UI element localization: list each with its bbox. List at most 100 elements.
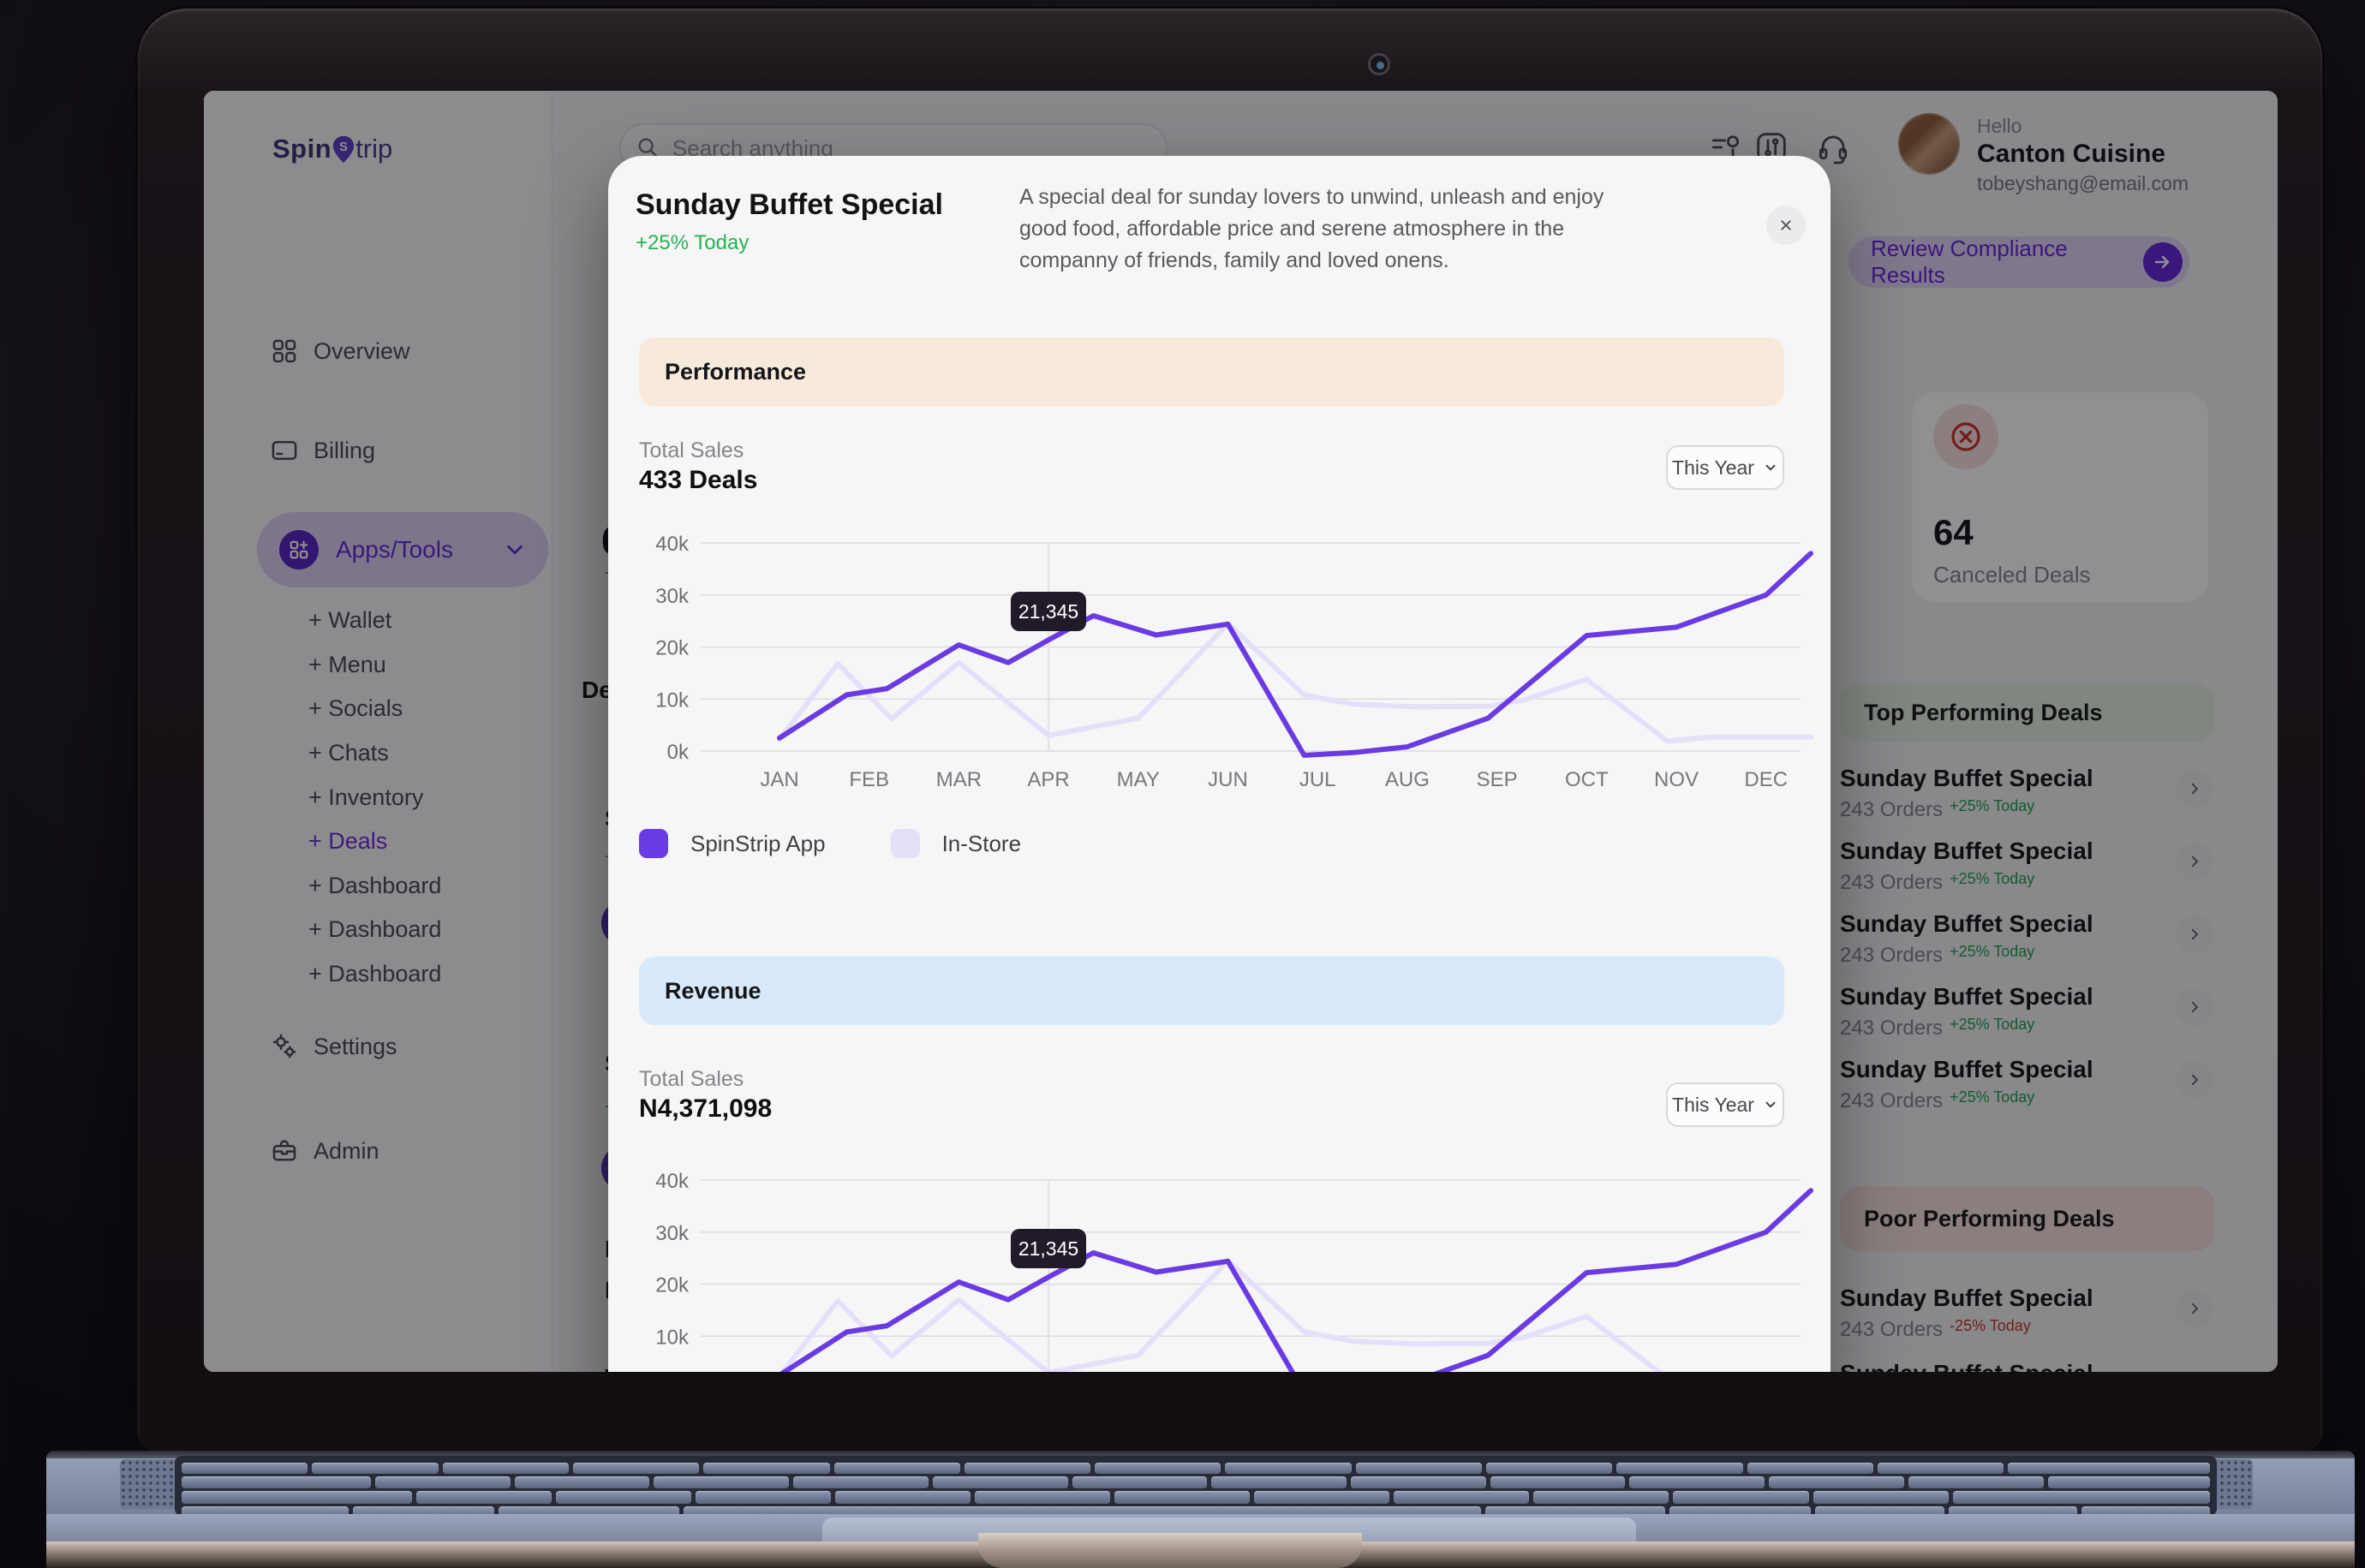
sidebar-subitem-chats-3[interactable]: + Chats: [308, 740, 389, 766]
headphones-icon: [1819, 135, 1848, 164]
keyboard-key: [1225, 1463, 1352, 1474]
keyboard-key: [1254, 1491, 1390, 1504]
sidebar-item-label: Admin: [314, 1137, 379, 1164]
deal-delta: +25% Today: [1950, 1016, 2035, 1033]
deal-row[interactable]: Sunday Buffet Special 243 Orders +25% Toda…: [1840, 903, 2214, 976]
deal-name: Sunday Buffet Special: [1840, 838, 2093, 864]
sidebar-item-apps-tools[interactable]: Apps/Tools: [257, 512, 548, 587]
series-spinstrip-app: [779, 1188, 1813, 1372]
chevron-right-icon: [2191, 1001, 2198, 1013]
keyboard-key: [1211, 1476, 1347, 1488]
sidebar-item-label: Settings: [314, 1033, 397, 1059]
sidebar-subitem-dashboard-6[interactable]: + Dashboard: [308, 873, 442, 898]
keyboard-key: [964, 1463, 1091, 1474]
revenue-total-value: N4,371,098: [639, 1094, 773, 1123]
sidebar-item-overview[interactable]: Overview: [271, 337, 410, 365]
sidebar-subitem-dashboard-8[interactable]: + Dashboard: [308, 961, 442, 987]
credit-card-icon: [272, 441, 297, 460]
poor-performing-heading: Poor Performing Deals: [1840, 1186, 2214, 1251]
y-tick-label: 20k: [655, 1274, 690, 1297]
canceled-deals-card: 64 Canceled Deals: [1912, 392, 2208, 602]
sidebar-item-label: Billing: [314, 437, 376, 463]
revenue-chart: 0k10k20k30k40kJANFEBMARAPRMAYJUNJULAUGSE…: [639, 1168, 1831, 1372]
keyboard-key: [1629, 1476, 1765, 1488]
keyboard-key: [1948, 1506, 2077, 1516]
legend-swatch-in-store: [890, 829, 920, 858]
modal-title: Sunday Buffet Special: [636, 188, 943, 221]
keyboard-key: [1747, 1463, 1873, 1474]
sidebar-item-label: Apps/Tools: [336, 536, 453, 563]
svg-text:S: S: [339, 140, 348, 154]
deal-name: Sunday Buffet Special: [1840, 765, 2093, 791]
chart-legend: SpinStrip App In-Store: [639, 829, 1064, 858]
sidebar-item-settings[interactable]: Settings: [271, 1033, 397, 1060]
keyboard-key: [499, 1506, 679, 1516]
activity-log-button[interactable]: [1709, 130, 1743, 164]
y-tick-label: 30k: [655, 585, 690, 608]
account-avatar[interactable]: [1898, 113, 1960, 175]
revenue-range-dropdown[interactable]: This Year: [1666, 1082, 1784, 1127]
deal-row[interactable]: Sunday Buffet Special: [1840, 1353, 2214, 1372]
deal-row[interactable]: Sunday Buffet Special 243 Orders +25% Toda…: [1840, 1049, 2214, 1122]
sidebar-subitem-inventory-4[interactable]: + Inventory: [308, 784, 424, 810]
keyboard-key: [1769, 1476, 1904, 1488]
chevron-right-button[interactable]: [2176, 843, 2213, 880]
deal-row[interactable]: Sunday Buffet Special 243 Orders +25% Toda…: [1840, 831, 2214, 903]
performance-total-label: Total Sales: [639, 438, 744, 462]
support-button[interactable]: [1816, 130, 1850, 164]
logo-text-bold: Spin: [272, 134, 332, 164]
account-email: tobeyshang@email.com: [1977, 172, 2189, 194]
deal-delta: +25% Today: [1950, 1088, 2035, 1106]
sidebar-subitem-deals-5[interactable]: + Deals: [308, 828, 388, 854]
deal-row[interactable]: Sunday Buffet Special 243 Orders +25% Toda…: [1840, 758, 2214, 831]
y-tick-label: 30k: [655, 1222, 690, 1245]
deal-name: Sunday Buffet Special: [1840, 1285, 2093, 1311]
keyboard-key: [1484, 1506, 1666, 1516]
keyboard-key: [1952, 1491, 2210, 1504]
sidebar-subitem-dashboard-7[interactable]: + Dashboard: [308, 916, 442, 942]
gear-icon: [272, 1034, 296, 1058]
keyboard-key: [572, 1463, 700, 1474]
keyboard-key: [1355, 1463, 1483, 1474]
row-divider: [1840, 1047, 2214, 1048]
sidebar-item-billing[interactable]: Billing: [271, 437, 375, 464]
top-performing-heading: Top Performing Deals: [1840, 683, 2214, 742]
logo-text-light: trip: [355, 134, 393, 164]
legend-label: SpinStrip App: [690, 830, 826, 856]
review-compliance-button[interactable]: Review Compliance Results: [1848, 235, 2189, 288]
keyboard-key: [1908, 1476, 2044, 1488]
chevron-right-button[interactable]: [2176, 770, 2213, 808]
close-icon: [1781, 220, 1791, 230]
deal-delta: +25% Today: [1950, 797, 2035, 814]
deal-detail-modal: Sunday Buffet Special +25% Today A speci…: [608, 156, 1830, 1372]
y-tick-label: 40k: [655, 1170, 690, 1193]
deal-row[interactable]: Sunday Buffet Special 243 Orders -25% Toda…: [1840, 1278, 2214, 1350]
deal-delta: +25% Today: [1950, 870, 2035, 887]
chevron-right-button[interactable]: [2176, 988, 2213, 1026]
close-button[interactable]: [1766, 206, 1806, 245]
performance-range-dropdown[interactable]: This Year: [1666, 445, 1784, 490]
deal-row[interactable]: Sunday Buffet Special 243 Orders +25% Toda…: [1840, 976, 2214, 1049]
account-name: Canton Cuisine: [1977, 140, 2166, 168]
webcam-lens: [1377, 62, 1384, 69]
x-tick-label: FEB: [849, 768, 889, 791]
keyboard-key: [1490, 1476, 1626, 1488]
chevron-right-button[interactable]: [2176, 1290, 2213, 1327]
chevron-right-button[interactable]: [2176, 1061, 2213, 1099]
chevron-right-button[interactable]: [2176, 915, 2213, 953]
sidebar-subitem-menu-1[interactable]: + Menu: [308, 652, 386, 677]
deal-name: Sunday Buffet Special: [1840, 1056, 2093, 1082]
circle-x-icon: [1933, 404, 1998, 469]
series-spinstrip-app: [777, 551, 1813, 758]
lid-lift-notch: [978, 1533, 1362, 1568]
keyboard-key: [2081, 1506, 2210, 1516]
y-tick-label: 0k: [667, 741, 690, 764]
sidebar-subitem-wallet-0[interactable]: + Wallet: [308, 607, 392, 633]
x-tick-label: NOV: [1654, 768, 1699, 791]
deal-name: Sunday Buffet Special: [1840, 1360, 2093, 1372]
sidebar-item-admin[interactable]: Admin: [271, 1137, 379, 1165]
performance-chart: 0k 10k 20k 30k 40k JAN FEB MAR APR MAY JUN JUL AUG SE…: [639, 531, 1831, 807]
x-tick-label: JUN: [1208, 768, 1248, 791]
deal-orders: 243 Orders +25% Today: [1840, 1088, 2035, 1112]
sidebar-subitem-socials-2[interactable]: + Socials: [308, 695, 403, 721]
